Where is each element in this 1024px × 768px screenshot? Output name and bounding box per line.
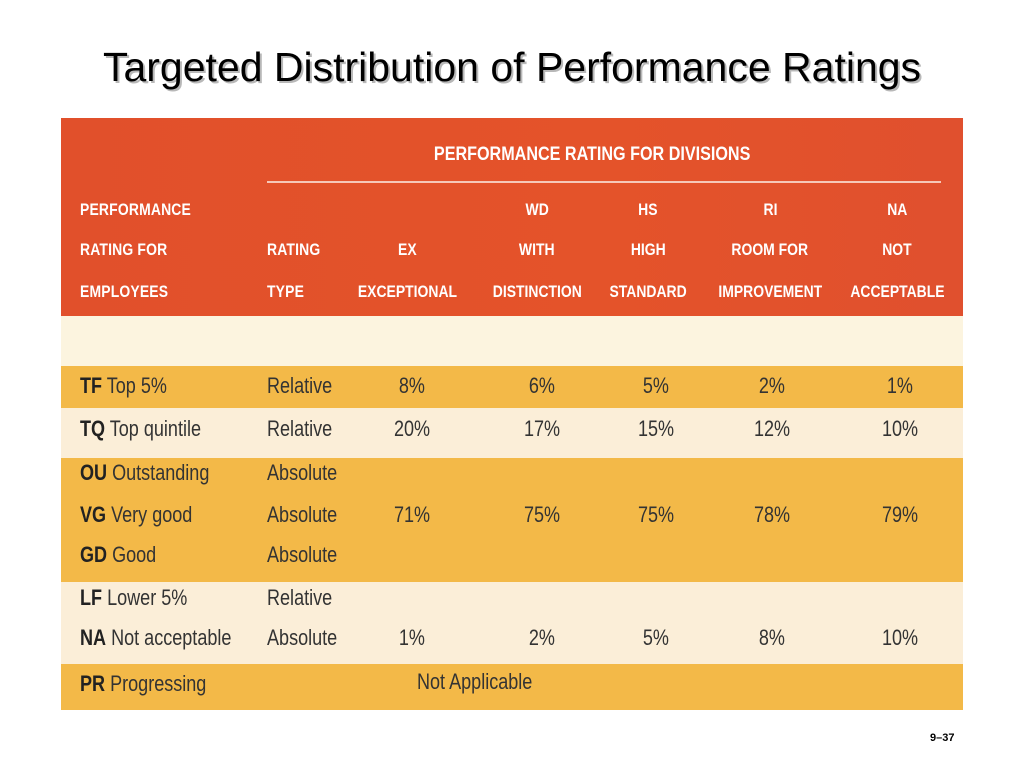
band-lf-na <box>61 582 963 664</box>
cell-value: 20% <box>393 416 431 441</box>
table-row: NA Not acceptable <box>80 625 232 650</box>
band-ou-vg-gd <box>61 458 963 582</box>
row-type: Absolute <box>267 502 338 527</box>
col-wd-code: WD <box>525 200 549 219</box>
col-ri-code: RI <box>763 200 777 219</box>
cell-value: 1% <box>886 373 914 398</box>
cell-value: 75% <box>523 502 561 527</box>
cell-value: 5% <box>642 373 670 398</box>
table-row: OU Outstanding <box>80 460 210 485</box>
table-row: VG Very good <box>80 502 193 527</box>
row-type: Relative <box>267 416 333 441</box>
col-na-line1: NOT <box>882 240 912 259</box>
cell-value: 10% <box>881 625 919 650</box>
col-na-line2: ACCEPTABLE <box>849 282 945 301</box>
left-header-line-2: RATING FOR <box>80 240 168 259</box>
band-pr <box>61 664 963 710</box>
col-hs-line2: STANDARD <box>609 282 687 301</box>
row-type: Absolute <box>267 625 338 650</box>
cell-value: 75% <box>637 502 675 527</box>
table-row: PR Progressing <box>80 671 207 696</box>
cell-value: 2% <box>758 373 786 398</box>
performance-ratings-table: PERFORMANCE RATING FOR DIVISIONS PERFORM… <box>61 118 963 710</box>
cell-value: 1% <box>398 625 426 650</box>
row-type: Absolute <box>267 460 338 485</box>
band-tf <box>61 366 963 408</box>
slide-title: Targeted Distribution of Performance Rat… <box>102 44 922 90</box>
cell-value: 78% <box>753 502 791 527</box>
cell-value: 17% <box>523 416 561 441</box>
table-row: GD Good <box>80 542 157 567</box>
row-type: Relative <box>267 373 333 398</box>
cell-value: 15% <box>637 416 675 441</box>
cell-value: 8% <box>398 373 426 398</box>
type-header-line-1: RATING <box>267 240 321 259</box>
table-row: LF Lower 5% <box>80 585 188 610</box>
cell-value: 2% <box>528 625 556 650</box>
cell-value: 79% <box>881 502 919 527</box>
col-ri-line1: ROOM FOR <box>731 240 809 259</box>
band-tq <box>61 408 963 458</box>
col-na-code: NA <box>886 200 908 219</box>
type-header-line-2: TYPE <box>267 282 305 301</box>
col-wd-line1: WITH <box>519 240 555 259</box>
col-ex-line1: EX <box>397 240 417 259</box>
table-row: TQ Top quintile <box>80 416 202 441</box>
col-hs-code: HS <box>638 200 658 219</box>
col-ex-line2: EXCEPTIONAL <box>357 282 458 301</box>
header-rule <box>267 181 941 183</box>
col-wd-line2: DISTINCTION <box>492 282 582 301</box>
left-header-line-3: EMPLOYEES <box>80 282 169 301</box>
table-row: TF Top 5% <box>80 373 167 398</box>
page-number: 9–37 <box>930 732 955 744</box>
left-header-line-1: PERFORMANCE <box>80 200 192 219</box>
spacer-band <box>61 316 963 366</box>
row-type: Relative <box>267 585 333 610</box>
col-ri-line2: IMPROVEMENT <box>718 282 822 301</box>
group-header: PERFORMANCE RATING FOR DIVISIONS <box>433 144 751 165</box>
col-hs-line1: HIGH <box>630 240 666 259</box>
not-applicable-span: Not Applicable <box>417 669 533 694</box>
cell-value: 8% <box>758 625 786 650</box>
cell-value: 12% <box>753 416 791 441</box>
cell-value: 5% <box>642 625 670 650</box>
cell-value: 6% <box>528 373 556 398</box>
cell-value: 10% <box>881 416 919 441</box>
cell-value: 71% <box>393 502 431 527</box>
table-header <box>61 118 963 316</box>
row-type: Absolute <box>267 542 338 567</box>
